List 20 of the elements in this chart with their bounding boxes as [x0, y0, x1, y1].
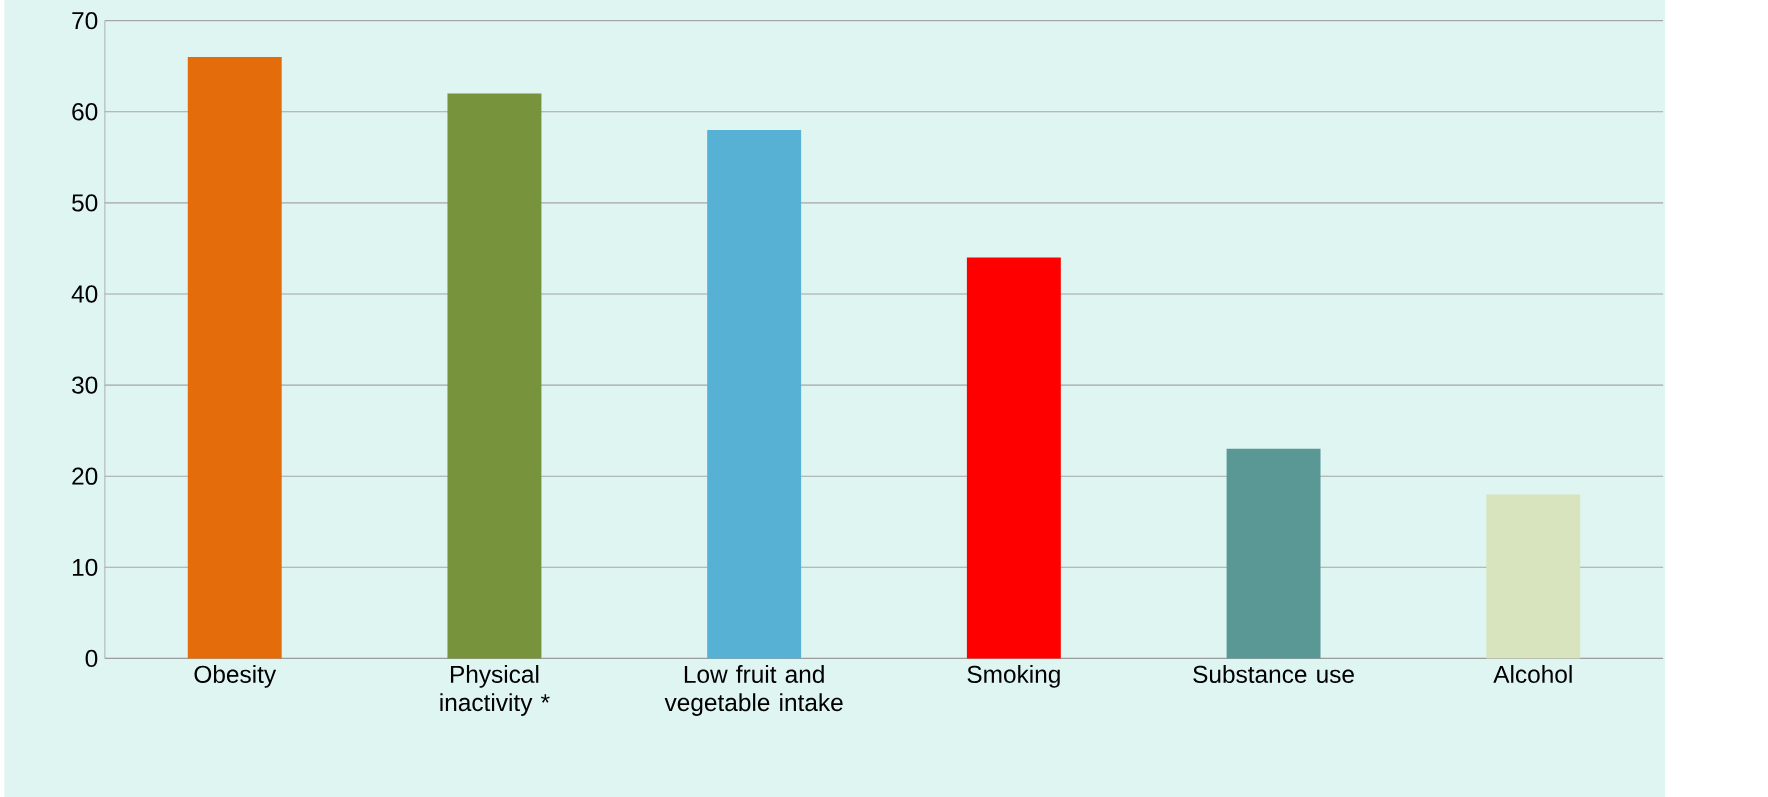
- y-tick-label: 40: [71, 285, 98, 303]
- x-tick-label: Smoking: [967, 664, 1060, 688]
- x-tick-label: Obesity: [194, 664, 277, 688]
- x-tick-label: Substance use: [1193, 664, 1354, 683]
- y-tick-label: 10: [72, 558, 98, 576]
- x-tick-label: Alcohol: [1493, 664, 1572, 683]
- x-tick-label: Physical inactivity *: [440, 664, 550, 716]
- y-tick-label: 0: [85, 649, 98, 667]
- bar: [966, 257, 1061, 659]
- bar: [1226, 448, 1321, 659]
- x-tick-label: Low fruit and vegetable intake: [664, 664, 843, 716]
- bar: [447, 93, 542, 659]
- y-tick-label: 30: [72, 376, 98, 394]
- y-tick-label: 60: [72, 102, 98, 121]
- bar: [187, 56, 282, 659]
- y-tick-label: 50: [72, 194, 98, 212]
- y-tick-label: 20: [72, 467, 98, 485]
- bar: [707, 129, 802, 659]
- bar: [1486, 494, 1581, 659]
- y-tick-label: 70: [72, 11, 98, 30]
